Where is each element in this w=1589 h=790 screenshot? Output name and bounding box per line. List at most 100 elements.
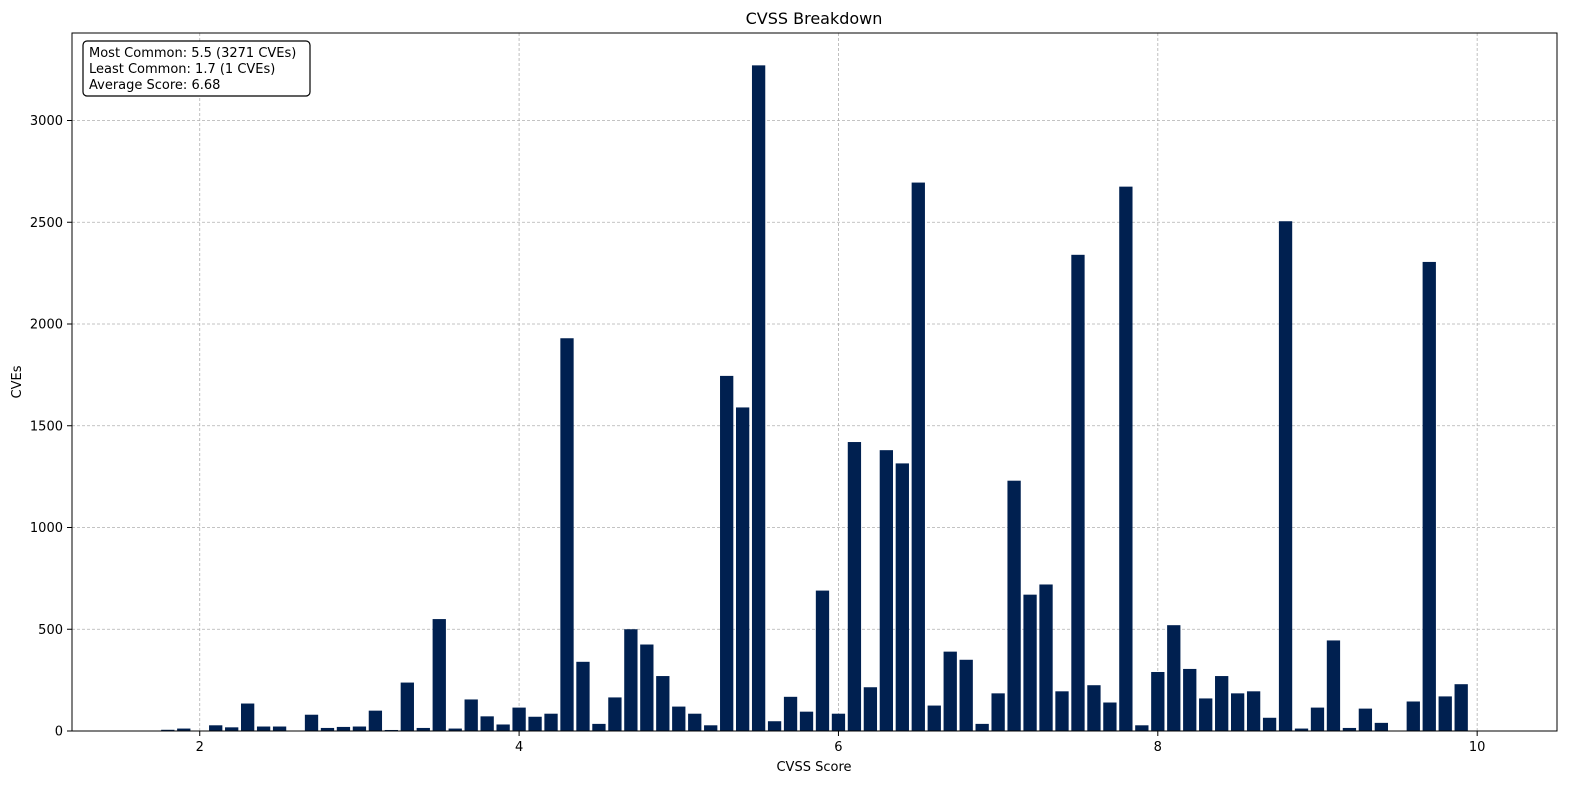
x-tick-label: 4 [515, 740, 523, 755]
histogram-bar [400, 682, 414, 731]
histogram-bar [704, 725, 718, 731]
histogram-bar [720, 375, 734, 731]
histogram-bar [592, 723, 606, 731]
histogram-bar [1326, 640, 1341, 731]
histogram-bar [576, 661, 590, 731]
y-tick-label: 1500 [30, 419, 63, 434]
histogram-bar [416, 727, 430, 731]
histogram-bar [1039, 584, 1053, 731]
histogram-bar [1310, 707, 1325, 731]
bars [145, 65, 1468, 732]
histogram-bar [927, 705, 941, 731]
histogram-bar [1023, 594, 1037, 731]
histogram-bar [448, 728, 462, 731]
histogram-bar [975, 723, 989, 731]
histogram-bar [656, 676, 670, 731]
histogram-bar [1246, 691, 1261, 731]
histogram-bar [1071, 254, 1085, 731]
histogram-bar [1374, 722, 1389, 731]
y-tick-label: 3000 [30, 114, 63, 129]
histogram-bar [1119, 186, 1133, 731]
histogram-bar [1167, 625, 1181, 731]
y-tick-label: 500 [38, 623, 63, 638]
histogram-bar [815, 590, 830, 731]
histogram-bar [672, 706, 686, 731]
stat-average-score: Average Score: 6.68 [89, 78, 220, 93]
x-tick-label: 2 [196, 740, 204, 755]
histogram-bar [863, 687, 878, 731]
histogram-bar [560, 338, 574, 731]
histogram-bar [1438, 696, 1452, 731]
histogram-bar [1183, 668, 1197, 731]
histogram-bar [320, 727, 335, 731]
histogram-bar [512, 707, 526, 731]
histogram-bar [1294, 728, 1309, 731]
plot-area [72, 33, 1557, 731]
stat-least-common: Least Common: 1.7 (1 CVEs) [89, 62, 275, 77]
gridlines [72, 33, 1557, 732]
histogram-bar [1087, 685, 1101, 731]
x-axis-ticks: 2 4 6 8 10 [196, 731, 1486, 755]
histogram-bar [943, 651, 957, 731]
histogram-bar [464, 699, 478, 731]
histogram-bar [209, 725, 223, 731]
histogram-bar [1422, 261, 1436, 731]
histogram-bar [767, 721, 782, 731]
histogram-bar [624, 629, 638, 731]
histogram-bar [831, 713, 846, 731]
histogram-bar [1199, 698, 1213, 731]
histogram-bar [688, 713, 702, 731]
stat-most-common: Most Common: 5.5 (3271 CVEs) [89, 46, 296, 61]
histogram-bar [225, 727, 239, 731]
histogram-bar [272, 726, 287, 731]
histogram-bar [544, 713, 558, 731]
histogram-bar [847, 442, 862, 731]
histogram-bar [1278, 221, 1293, 731]
histogram-bar [1406, 701, 1420, 731]
y-axis-label: CVEs [10, 365, 25, 398]
histogram-bar [240, 703, 255, 731]
x-tick-label: 8 [1154, 740, 1162, 755]
histogram-bar [1007, 480, 1021, 731]
histogram-bar [432, 619, 446, 731]
x-tick-label: 10 [1469, 740, 1486, 755]
histogram-bar [751, 65, 766, 732]
histogram-bar [991, 693, 1005, 731]
histogram-bar [384, 729, 399, 731]
histogram-bar [1215, 676, 1229, 731]
histogram-bar [1151, 671, 1165, 731]
histogram-bar [336, 726, 351, 731]
stats-box-frame [82, 40, 311, 97]
histogram-bar [895, 463, 909, 731]
histogram-bar [1342, 727, 1357, 731]
y-axis-ticks: 0 500 1000 1500 2000 2500 3000 [30, 114, 72, 740]
y-tick-label: 2500 [30, 216, 63, 231]
y-tick-label: 1000 [30, 521, 63, 536]
histogram-bar [1103, 702, 1117, 731]
y-tick-label: 0 [55, 725, 63, 740]
histogram-bar [1358, 708, 1373, 731]
histogram-bar [640, 644, 654, 731]
histogram-bar [1262, 717, 1277, 731]
histogram-bar [608, 697, 622, 731]
histogram-bar [1454, 684, 1468, 731]
histogram-bar [783, 696, 798, 731]
histogram-bar [480, 716, 494, 731]
plot-frame [71, 32, 1558, 732]
histogram-bar [304, 714, 319, 731]
histogram-bar [161, 729, 175, 731]
histogram-bar [528, 716, 542, 731]
stats-box: Most Common: 5.5 (3271 CVEs) Least Commo… [82, 40, 311, 97]
histogram-bar [368, 710, 383, 731]
y-tick-label: 2000 [30, 318, 63, 333]
histogram-bar [1055, 691, 1069, 731]
histogram-bar [799, 711, 814, 731]
histogram-bar [959, 659, 973, 731]
histogram-bar [256, 726, 271, 731]
chart-title: CVSS Breakdown [746, 9, 883, 28]
histogram-bar [352, 726, 367, 731]
histogram-bar [496, 724, 510, 731]
histogram-bar [1135, 725, 1149, 731]
histogram-bar [735, 407, 750, 731]
